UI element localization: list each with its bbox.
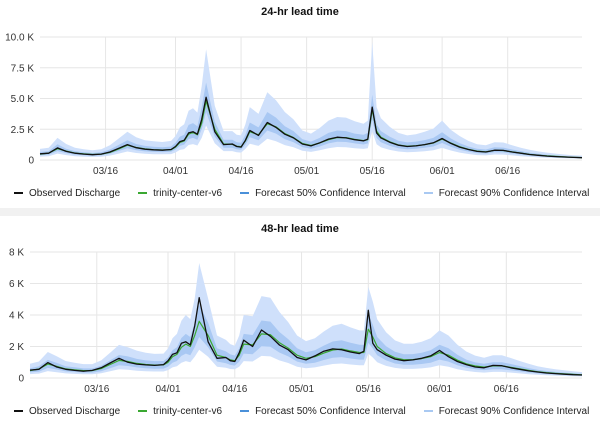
series-ci50-band: [40, 82, 582, 159]
legend-swatch-observed: [14, 410, 23, 412]
legend-item-ci50[interactable]: Forecast 50% Confidence Interval: [240, 406, 406, 417]
legend-swatch-ci50: [240, 410, 250, 412]
y-tick-label: 0: [28, 156, 34, 167]
x-tick-label: 05/01: [289, 384, 314, 395]
legend-item-ci50[interactable]: Forecast 50% Confidence Interval: [240, 188, 406, 199]
series-ci90-band: [40, 41, 582, 159]
y-tick-label: 10.0 K: [5, 33, 34, 44]
legend-item-observed[interactable]: Observed Discharge: [14, 188, 120, 199]
x-tick-label: 04/01: [155, 384, 180, 395]
legend-swatch-ci50: [240, 192, 250, 194]
legend-item-ci90[interactable]: Forecast 90% Confidence Interval: [423, 187, 590, 199]
series-observed-line: [29, 297, 583, 376]
x-tick-label: 03/16: [93, 166, 118, 177]
y-tick-label: 2 K: [9, 342, 24, 353]
legend-label-observed: Observed Discharge: [29, 187, 121, 199]
x-tick-label: 04/01: [163, 166, 188, 177]
x-tick-label: 05/16: [356, 384, 381, 395]
legend-label-model: trinity-center-v6: [153, 187, 223, 199]
y-tick-label: 5.0 K: [11, 94, 35, 105]
chart-plot-48hr[interactable]: 0 2 K 4 K 6 K 8 K 03/16 04/01 04/16 05/01 05/16 06…: [0, 216, 600, 404]
legend-label-ci50: Forecast 50% Confidence Interval: [255, 405, 406, 417]
legend-label-observed: Observed Discharge: [29, 405, 121, 417]
y-tick-label: 6 K: [9, 279, 24, 290]
series-model-line: [29, 320, 583, 376]
y-tick-label: 4 K: [9, 311, 24, 322]
chart-plot-24hr[interactable]: 0 2.5 K 5.0 K 7.5 K 10.0 K 03/16 04/01 04/16 05/…: [0, 0, 600, 186]
legend-label-ci50: Forecast 50% Confidence Interval: [255, 187, 406, 199]
panel-divider: [0, 208, 600, 216]
legend-label-ci90: Forecast 90% Confidence Interval: [438, 405, 590, 417]
y-tick-label: 7.5 K: [11, 63, 35, 74]
y-tick-label: 0: [18, 374, 24, 385]
y-tick-label: 2.5 K: [11, 125, 35, 136]
x-tick-label: 03/16: [84, 384, 109, 395]
x-tick-label: 05/01: [294, 166, 319, 177]
y-tick-label: 8 K: [9, 248, 24, 259]
x-tick-label: 06/01: [427, 384, 452, 395]
chart-title-24hr: 24-hr lead time: [261, 6, 339, 18]
x-tick-label: 06/01: [430, 166, 455, 177]
legend-item-ci90[interactable]: Forecast 90% Confidence Interval: [423, 405, 590, 417]
x-tick-label: 06/16: [494, 384, 519, 395]
x-tick-label: 04/16: [222, 384, 247, 395]
chart-panel-24hr: 24-hr lead time 0 2.5 K 5.0 K 7.5 K 10.0 K 03…: [0, 0, 600, 208]
legend-swatch-model: [138, 410, 148, 412]
legend-item-model[interactable]: trinity-center-v6: [138, 188, 222, 199]
legend-label-model: trinity-center-v6: [153, 405, 223, 417]
legend-swatch-ci90: [423, 410, 433, 412]
x-tick-label: 06/16: [495, 166, 520, 177]
chart-title-48hr: 48-hr lead time: [261, 223, 339, 235]
legend-swatch-ci90: [423, 192, 433, 194]
x-tick-label: 04/16: [229, 166, 254, 177]
legend-item-model[interactable]: trinity-center-v6: [138, 406, 222, 417]
series-ci50-band: [30, 304, 582, 376]
x-tick-label: 05/16: [360, 166, 385, 177]
chart-legend-48hr: Observed Discharge trinity-center-v6 For…: [14, 404, 600, 418]
legend-swatch-observed: [14, 192, 23, 194]
legend-item-observed[interactable]: Observed Discharge: [14, 406, 120, 417]
legend-swatch-model: [138, 192, 148, 194]
chart-legend-24hr: Observed Discharge trinity-center-v6 For…: [14, 186, 600, 200]
legend-label-ci90: Forecast 90% Confidence Interval: [438, 187, 590, 199]
series-observed-line: [39, 96, 583, 159]
